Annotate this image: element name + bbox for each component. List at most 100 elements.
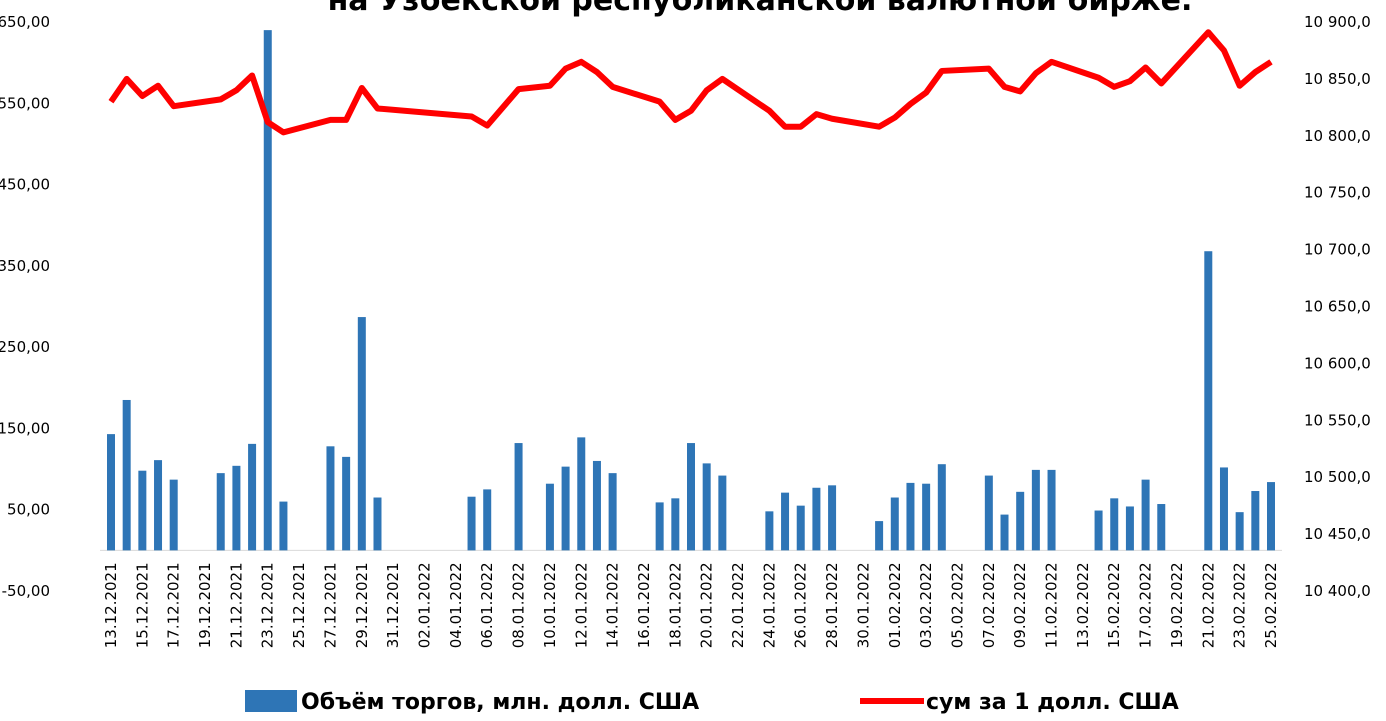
- bar: [655, 502, 664, 551]
- bar: [828, 485, 837, 551]
- legend-label: сум за 1 долл. США: [926, 690, 1179, 715]
- bar: [1235, 512, 1244, 551]
- bar: [216, 473, 225, 551]
- x-tick-label: 21.02.2022: [1199, 562, 1217, 648]
- y2-tick-label: 10 500,0: [1304, 468, 1371, 486]
- y2-tick-label: 10 750,0: [1304, 184, 1371, 202]
- y-tick-label: 50,00: [7, 501, 50, 519]
- y2-tick-label: 10 700,0: [1304, 241, 1371, 259]
- bar: [1219, 467, 1228, 551]
- legend-swatch: [245, 690, 297, 712]
- y-tick-label: 150,00: [0, 419, 50, 437]
- x-tick-label: 11.02.2022: [1043, 562, 1061, 648]
- bar: [890, 497, 899, 551]
- x-tick-label: 13.12.2021: [102, 562, 120, 648]
- bar: [279, 501, 288, 551]
- bar: [373, 497, 382, 551]
- bar: [1031, 469, 1040, 551]
- bar: [514, 443, 523, 551]
- x-tick-label: 21.12.2021: [227, 562, 245, 648]
- bar: [687, 443, 695, 551]
- x-tick-label: 23.02.2022: [1231, 562, 1249, 648]
- x-tick-label: 09.02.2022: [1011, 562, 1029, 648]
- x-tick-label: 02.01.2022: [416, 562, 434, 648]
- x-tick-label: 22.01.2022: [729, 562, 747, 648]
- bar: [1047, 469, 1056, 551]
- bar: [1204, 251, 1213, 551]
- x-tick-label: 25.12.2021: [290, 562, 308, 648]
- bar: [937, 464, 946, 551]
- x-tick-label: 17.02.2022: [1137, 562, 1155, 648]
- y2-tick-label: 10 650,0: [1304, 298, 1371, 316]
- bar: [263, 30, 272, 551]
- bar: [122, 399, 131, 551]
- bar: [592, 460, 601, 551]
- x-tick-label: 19.12.2021: [196, 562, 214, 648]
- x-tick-label: 25.02.2022: [1262, 562, 1280, 648]
- chart-title: на Узбекской республиканской валютной би…: [328, 0, 1193, 18]
- x-tick-label: 15.02.2022: [1105, 562, 1123, 648]
- y2-tick-label: 10 400,0: [1304, 582, 1371, 600]
- y-tick-label: 450,00: [0, 176, 50, 194]
- x-tick-label: 29.12.2021: [353, 562, 371, 648]
- bar: [608, 473, 617, 551]
- y-tick-label: -50,00: [2, 582, 50, 600]
- bar: [483, 489, 492, 551]
- bar: [248, 443, 257, 551]
- bar: [1110, 498, 1119, 551]
- x-tick-label: 16.01.2022: [635, 562, 653, 648]
- legend-label: Объём торгов, млн. долл. США: [301, 690, 699, 715]
- bar: [1125, 506, 1134, 551]
- x-tick-label: 17.12.2021: [165, 562, 183, 648]
- y2-tick-label: 10 450,0: [1304, 525, 1371, 543]
- bar: [342, 456, 351, 551]
- bar: [561, 466, 570, 551]
- bar: [1016, 491, 1025, 551]
- x-tick-label: 30.01.2022: [854, 562, 872, 648]
- y2-tick-label: 10 900,0: [1304, 13, 1371, 31]
- bar: [781, 492, 790, 551]
- bar: [906, 482, 915, 551]
- bar: [922, 483, 931, 551]
- bar: [138, 470, 147, 551]
- x-tick-label: 26.01.2022: [792, 562, 810, 648]
- bar: [169, 479, 178, 551]
- bar: [1000, 514, 1009, 551]
- y2-tick-label: 10 850,0: [1304, 70, 1371, 88]
- x-tick-label: 01.02.2022: [886, 562, 904, 648]
- y2-tick-label: 10 800,0: [1304, 127, 1371, 145]
- x-tick-label: 23.12.2021: [259, 562, 277, 648]
- x-tick-label: 13.02.2022: [1074, 562, 1092, 648]
- x-tick-label: 24.01.2022: [760, 562, 778, 648]
- y-tick-label: 350,00: [0, 257, 50, 275]
- x-tick-label: 14.01.2022: [604, 562, 622, 648]
- x-tick-label: 12.01.2022: [572, 562, 590, 648]
- bar: [796, 505, 805, 551]
- x-tick-label: 08.01.2022: [510, 562, 528, 648]
- bar: [1251, 491, 1260, 551]
- bar: [1094, 510, 1103, 551]
- bar: [812, 487, 821, 551]
- bar: [545, 483, 554, 551]
- bar: [467, 496, 476, 551]
- x-tick-label: 15.12.2021: [133, 562, 151, 648]
- bar: [718, 475, 727, 551]
- x-tick-label: 28.01.2022: [823, 562, 841, 648]
- y2-tick-label: 10 600,0: [1304, 354, 1371, 372]
- bar: [671, 498, 680, 551]
- bar: [984, 475, 993, 551]
- x-tick-label: 19.02.2022: [1168, 562, 1186, 648]
- y-tick-label: 650,00: [0, 13, 50, 31]
- x-tick-label: 31.12.2021: [384, 562, 402, 648]
- bar: [702, 463, 711, 551]
- x-tick-label: 10.01.2022: [541, 562, 559, 648]
- bar: [577, 437, 586, 551]
- x-tick-label: 04.01.2022: [447, 562, 465, 648]
- x-tick-label: 05.02.2022: [948, 562, 966, 648]
- bar: [232, 465, 241, 551]
- bar: [1157, 504, 1166, 551]
- y-tick-label: 250,00: [0, 338, 50, 356]
- x-tick-label: 27.12.2021: [321, 562, 339, 648]
